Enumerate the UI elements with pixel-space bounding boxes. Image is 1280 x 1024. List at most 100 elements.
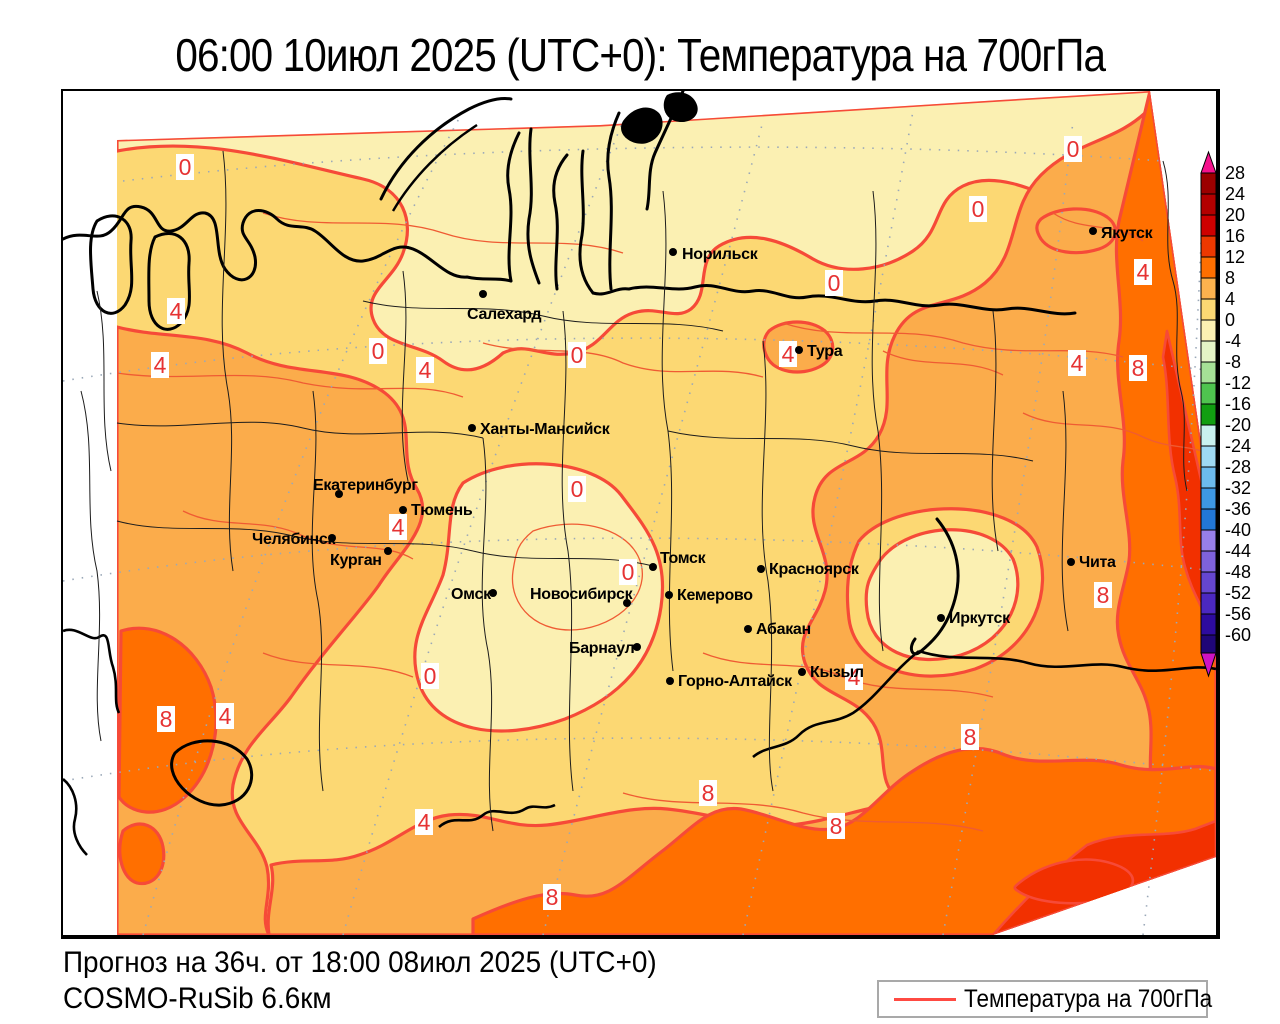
city-dot [335,490,343,498]
city-label: Челябинск [252,531,337,548]
city-dot [795,346,803,354]
border-zigzag [438,803,556,829]
contour-label-bg [1134,259,1152,285]
kazakh-border [63,628,121,714]
colorbar-tick: 20 [1225,205,1245,225]
taz-gulf [552,153,569,291]
contour-label: 4 [782,341,795,367]
city-dot [1067,558,1075,566]
model-info: COSMO-RuSib 6.6км [63,982,332,1015]
city-label: Ханты-Мансийск [480,421,611,438]
colorbar-segment [1200,445,1217,468]
contour-label: 0 [571,476,584,502]
contour-label-bg [167,298,185,324]
contour-label-bg [151,352,169,378]
colorbar-tick: -20 [1225,415,1251,435]
contour-label: 8 [160,706,173,732]
contour-labels: 0 0 0 0 0 0 0 0 0 4 4 4 4 4 4 4 4 4 4 8 8 8 8 8 8 8 [151,136,1152,910]
colorbar-tick: 24 [1225,184,1245,204]
field-8-southwest2 [118,822,166,886]
contour-label: 4 [219,703,232,729]
colorbar-tick: 8 [1225,268,1235,288]
colorbar-tick: 0 [1225,310,1235,330]
legend-label: Температура на 700гПа [964,984,1213,1013]
contour-label-bg [176,154,194,180]
contour-label-bg [845,664,863,690]
contour-label-bg [157,706,175,732]
city-dot [669,248,677,256]
novaya-zemlya [379,97,513,201]
colorbar-segment [1200,424,1217,447]
colorbar-segment [1200,529,1217,552]
colorbar-segment [1200,319,1217,342]
colorbar-under-band [1200,634,1217,654]
city-dot [489,589,497,597]
city-label: Якутск [1101,225,1154,242]
colorbar-tick: -32 [1225,478,1251,498]
colorbar-segment [1200,487,1217,510]
colorbar-tick: -36 [1225,499,1251,519]
city-label: Кемерово [677,587,753,604]
contour-label-bg [825,270,843,296]
contour-label: 4 [418,809,431,835]
city-label: Омск [451,586,492,603]
contour-label-bg [421,663,439,689]
field-4-yakutsk [1035,207,1117,255]
coastline [63,91,1216,856]
page-title: 06:00 10июл 2025 (UTC+0): Температура на… [175,29,1106,81]
colorbar-tick: -16 [1225,394,1251,414]
city-dot [937,614,945,622]
contour-label: 0 [372,338,385,364]
contour-label-bg [961,724,979,750]
city-label: Екатеринбург [313,477,418,494]
colorbar-tick: 12 [1225,247,1245,267]
forecast-info: Прогноз на 36ч. от 18:00 08июл 2025 (UTC… [63,946,657,979]
colorbar-segment [1200,508,1217,531]
colorbar-segment [1200,277,1217,300]
contour-label-bg [415,809,433,835]
contour-label: 8 [1097,582,1110,608]
lake-zaysan [170,739,254,807]
contour-label-bg [543,884,561,910]
east-coast-sliver [1162,160,1188,492]
colorbar-over-triangle [1200,150,1217,174]
contour-label-bg [568,342,586,368]
cities: Салехард Норильск Тура Якутск Ханты-Мансийск… [252,225,1154,690]
contour-label: 4 [848,664,861,690]
colorbar-segment [1200,592,1217,615]
contour-label: 8 [964,724,977,750]
colorbar-segment [1200,613,1217,636]
admin-borders [80,150,1069,832]
colorbar-tick: -24 [1225,436,1251,456]
city-dot [479,290,487,298]
contour-label: 0 [424,663,437,689]
contour-label: 8 [830,813,843,839]
contour-label-bg [369,338,387,364]
colorbar-segment [1200,550,1217,573]
field-below0-center [413,462,665,733]
city-dot [328,534,336,542]
city-label: Тура [807,343,843,360]
contour-label-bg [779,341,797,367]
contour-label: 0 [828,270,841,296]
colorbar-tick: 28 [1225,163,1245,183]
city-label: Чита [1079,554,1116,571]
lake-baikal [909,517,960,656]
colorbar-segment [1200,382,1217,405]
colorbar-tick: -52 [1225,583,1251,603]
city-label: Тюмень [411,502,473,519]
contour-label: 4 [1137,259,1150,285]
colorbar-tick: -48 [1225,562,1251,582]
contour-label: 8 [546,884,559,910]
contour-label: 0 [179,154,192,180]
contour-label: 4 [170,298,183,324]
contour-label: 0 [972,196,985,222]
colorbar-tick: -28 [1225,457,1251,477]
city-label: Горно-Алтайск [678,673,793,690]
contour-label: 0 [571,342,584,368]
colorbar-under-triangle [1200,652,1217,678]
contour-label-bg [969,196,987,222]
city-label: Томск [660,550,707,567]
city-label: Абакан [756,621,811,638]
city-dot [744,625,752,633]
